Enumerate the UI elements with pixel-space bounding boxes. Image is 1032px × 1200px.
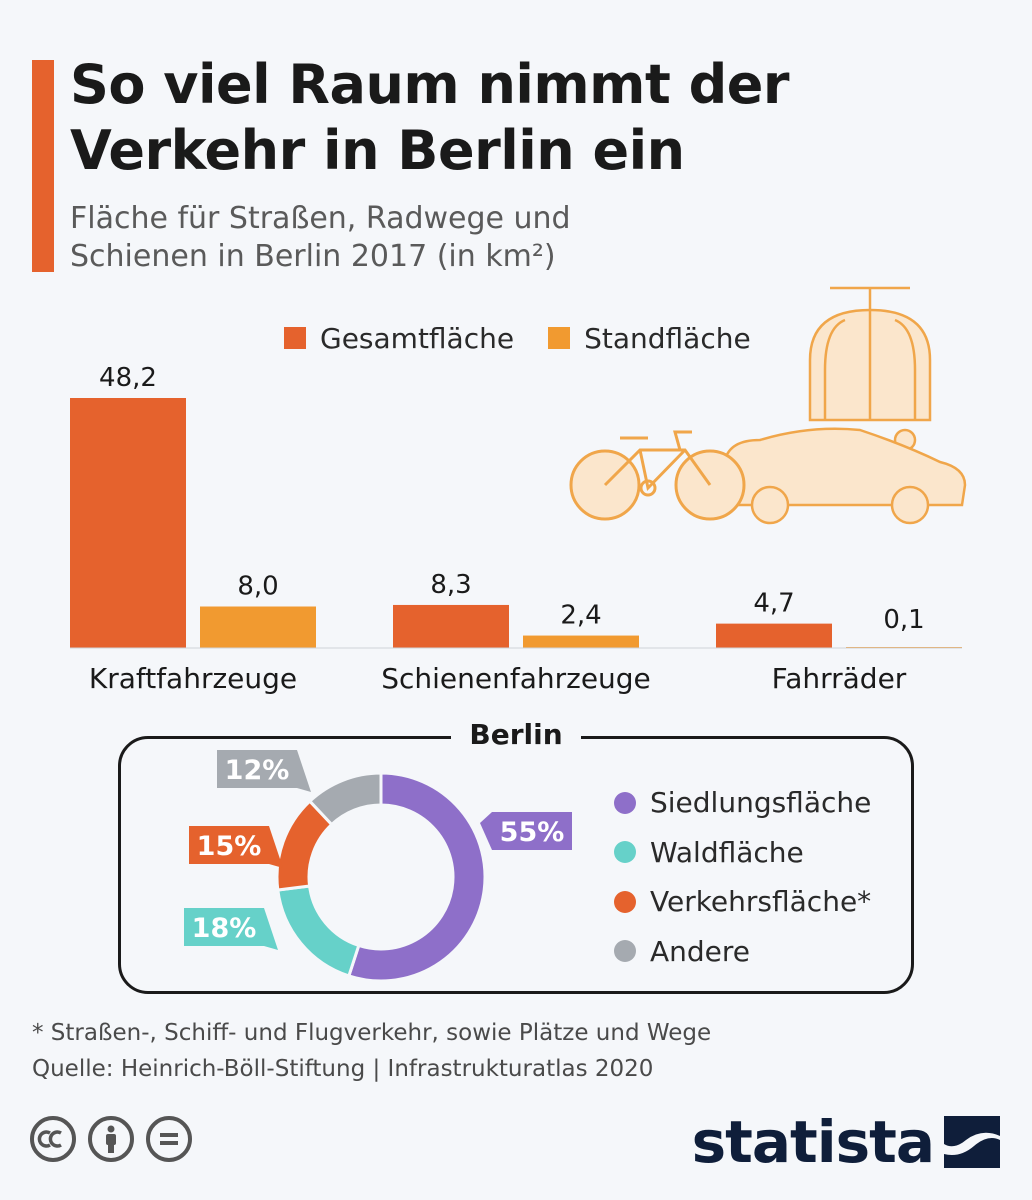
- donut-label-tag-2: [189, 826, 283, 868]
- by-icon[interactable]: [88, 1116, 134, 1162]
- bar-value-label-0-1: 8,0: [237, 572, 278, 602]
- car-icon: [723, 427, 967, 525]
- donut-value-label-3: 12%: [225, 755, 290, 786]
- category-label-2: Fahrräder: [772, 662, 907, 695]
- bar-value-label-1-0: 8,3: [430, 570, 471, 600]
- pie-legend-item-verkehr: Verkehrsfläche*: [614, 877, 871, 927]
- donut-label-tag-3: [217, 750, 311, 792]
- statista-logo-icon: [944, 1116, 1000, 1168]
- donut-slice-1: [276, 884, 361, 978]
- category-label-1: Schienenfahrzeuge: [381, 662, 651, 695]
- donut-value-label-0: 55%: [500, 817, 565, 848]
- pie-legend-item-siedlung: Siedlungsfläche: [614, 778, 871, 828]
- page-title: So viel Raum nimmt der Verkehr in Berlin…: [70, 52, 990, 184]
- donut-label-tag-0: [480, 812, 572, 850]
- pie-legend-item-andere: Andere: [614, 927, 871, 977]
- pie-legend-dot-verkehr: [614, 890, 636, 913]
- donut-slices: [275, 771, 487, 983]
- nd-icon[interactable]: [146, 1116, 192, 1162]
- subtitle-line-2: Schienen in Berlin 2017 (in km²): [70, 239, 556, 274]
- statista-logo[interactable]: statista: [692, 1108, 1002, 1176]
- pie-title: Berlin: [451, 718, 581, 751]
- pie-legend-label-wald: Waldfläche: [650, 835, 804, 869]
- pie-legend-label-verkehr: Verkehrsfläche*: [650, 885, 872, 919]
- bar-value-label-2-1: 0,1: [883, 605, 924, 635]
- cc-icon[interactable]: [30, 1116, 76, 1162]
- bar-chart: 48,2 8,0 Kraftfahrzeuge 8,3 2,4 Schienenfahrz…: [70, 363, 962, 695]
- bar-0-1: [200, 606, 316, 648]
- transport-illustration: [569, 286, 967, 525]
- legend-label-gesamt: Gesamtfläche: [320, 321, 515, 355]
- bar-1-0: [393, 604, 509, 648]
- bar-value-label-2-0: 4,7: [753, 589, 794, 619]
- donut-label-tag-1: [184, 908, 278, 950]
- donut-labels: 55% 18% 15% 12%: [184, 750, 572, 950]
- pie-legend: Siedlungsfläche Waldfläche Verkehrsfläch…: [614, 778, 871, 976]
- bar-value-label-0-0: 48,2: [99, 363, 157, 393]
- subtitle-line-1: Fläche für Straßen, Radwege und: [70, 201, 571, 236]
- title-line-2: Verkehr in Berlin ein: [70, 119, 685, 182]
- pie-legend-dot-wald: [614, 841, 636, 864]
- legend-label-stand: Standfläche: [584, 321, 751, 355]
- accent-bar: [32, 60, 54, 272]
- page-subtitle: Fläche für Straßen, Radwege und Schienen…: [70, 200, 870, 276]
- category-label-0: Kraftfahrzeuge: [89, 662, 297, 695]
- donut-chart: 55% 18% 15% 12%: [184, 750, 572, 983]
- donut-value-label-2: 15%: [197, 831, 262, 862]
- footnote: * Straßen-, Schiff- und Flugverkehr, sow…: [32, 1020, 712, 1046]
- source-link[interactable]: Quelle: Heinrich-Böll-Stiftung | Infrast…: [32, 1056, 654, 1082]
- bicycle-icon: [569, 430, 746, 521]
- bar-1-1: [523, 635, 639, 648]
- donut-value-label-1: 18%: [192, 913, 257, 944]
- bar-0-0: [70, 398, 186, 648]
- bar-2-0: [716, 623, 832, 648]
- pie-legend-label-siedlung: Siedlungsfläche: [650, 786, 872, 820]
- bar-group: 48,2 8,0 Kraftfahrzeuge 8,3 2,4 Schienenfahrz…: [70, 363, 962, 695]
- pie-legend-dot-siedlung: [614, 791, 636, 814]
- title-line-1: So viel Raum nimmt der: [70, 53, 789, 116]
- pie-legend-label-andere: Andere: [650, 934, 751, 968]
- pie-legend-item-wald: Waldfläche: [614, 828, 871, 878]
- bar-legend: Gesamtfläche Standfläche: [284, 318, 785, 358]
- tram-icon: [808, 286, 932, 452]
- legend-swatch-gesamt: [284, 327, 306, 349]
- legend-swatch-stand: [548, 327, 571, 349]
- license-icons: [30, 1116, 204, 1162]
- donut-slice-0: [346, 771, 487, 983]
- donut-slice-3: [307, 771, 383, 827]
- pie-legend-dot-andere: [614, 940, 636, 963]
- legend-item-gesamt: Gesamtfläche: [284, 322, 514, 355]
- bar-value-label-1-1: 2,4: [560, 601, 601, 631]
- legend-item-stand: Standfläche: [548, 322, 751, 355]
- brand-name: statista: [691, 1108, 935, 1176]
